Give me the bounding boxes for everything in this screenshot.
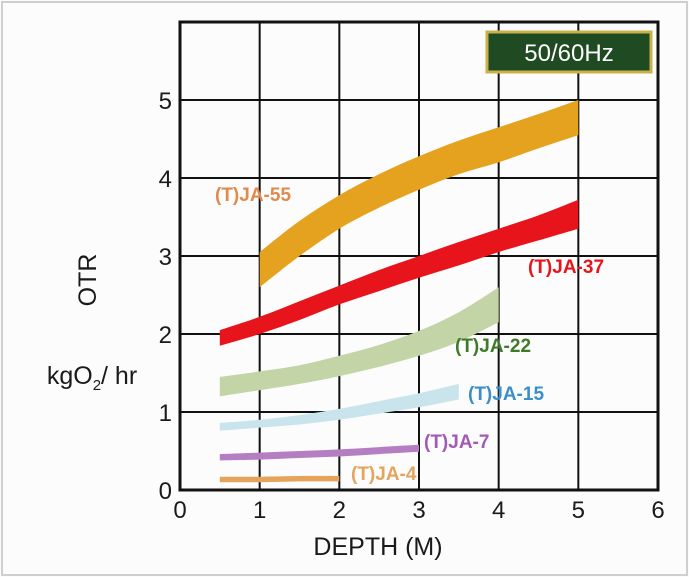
- series-label-t-ja-22: (T)JA-22: [455, 336, 531, 357]
- x-tick-label: 2: [333, 497, 346, 524]
- tick-labels: 0 1 2 3 4 5 6 0 1 2 3 4 5: [159, 88, 665, 524]
- series-label-t-ja-55: (T)JA-55: [215, 185, 291, 206]
- y-tick-label: 0: [159, 478, 172, 505]
- y-tick-label: 2: [159, 322, 172, 349]
- band-t-ja-55: [259, 100, 579, 288]
- series-label-t-ja-7: (T)JA-7: [424, 432, 489, 453]
- plot-frame: [178, 20, 660, 492]
- y-unit-prefix: kgO: [47, 362, 93, 390]
- x-tick-label: 6: [651, 497, 664, 524]
- band-t-ja-15: [219, 383, 459, 431]
- y-axis-unit: kgO2/ hr: [47, 362, 137, 394]
- x-tick-label: 1: [253, 497, 266, 524]
- band-t-ja-37: [219, 199, 579, 346]
- series-labels: (T)JA-55 (T)JA-37 (T)JA-22 (T)JA-15 (T)JA-7 (…: [215, 185, 604, 485]
- series-bands: [219, 100, 579, 483]
- series-label-t-ja-37: (T)JA-37: [528, 257, 604, 278]
- y-tick-label: 3: [159, 244, 172, 271]
- band-t-ja-22: [219, 287, 499, 397]
- y-unit-subscript: 2: [93, 377, 101, 394]
- y-unit-suffix: / hr: [101, 362, 137, 390]
- band-t-ja-4: [219, 475, 340, 483]
- y-tick-label: 1: [159, 400, 172, 427]
- x-tick-label: 0: [173, 497, 186, 524]
- series-label-t-ja-4: (T)JA-4: [351, 464, 417, 485]
- y-tick-label: 5: [159, 88, 172, 115]
- frequency-badge-text: 50/60Hz: [524, 40, 613, 67]
- frequency-badge-box: [485, 30, 653, 74]
- x-tick-label: 3: [412, 497, 425, 524]
- x-tick-label: 5: [572, 497, 585, 524]
- frequency-badge: 50/60Hz: [485, 30, 653, 74]
- x-tick-label: 4: [492, 497, 505, 524]
- series-label-t-ja-15: (T)JA-15: [468, 384, 544, 405]
- y-axis-title: OTR: [74, 254, 102, 307]
- band-t-ja-7: [219, 444, 419, 461]
- y-tick-label: 4: [159, 166, 172, 193]
- x-axis-title: DEPTH (M): [313, 533, 442, 561]
